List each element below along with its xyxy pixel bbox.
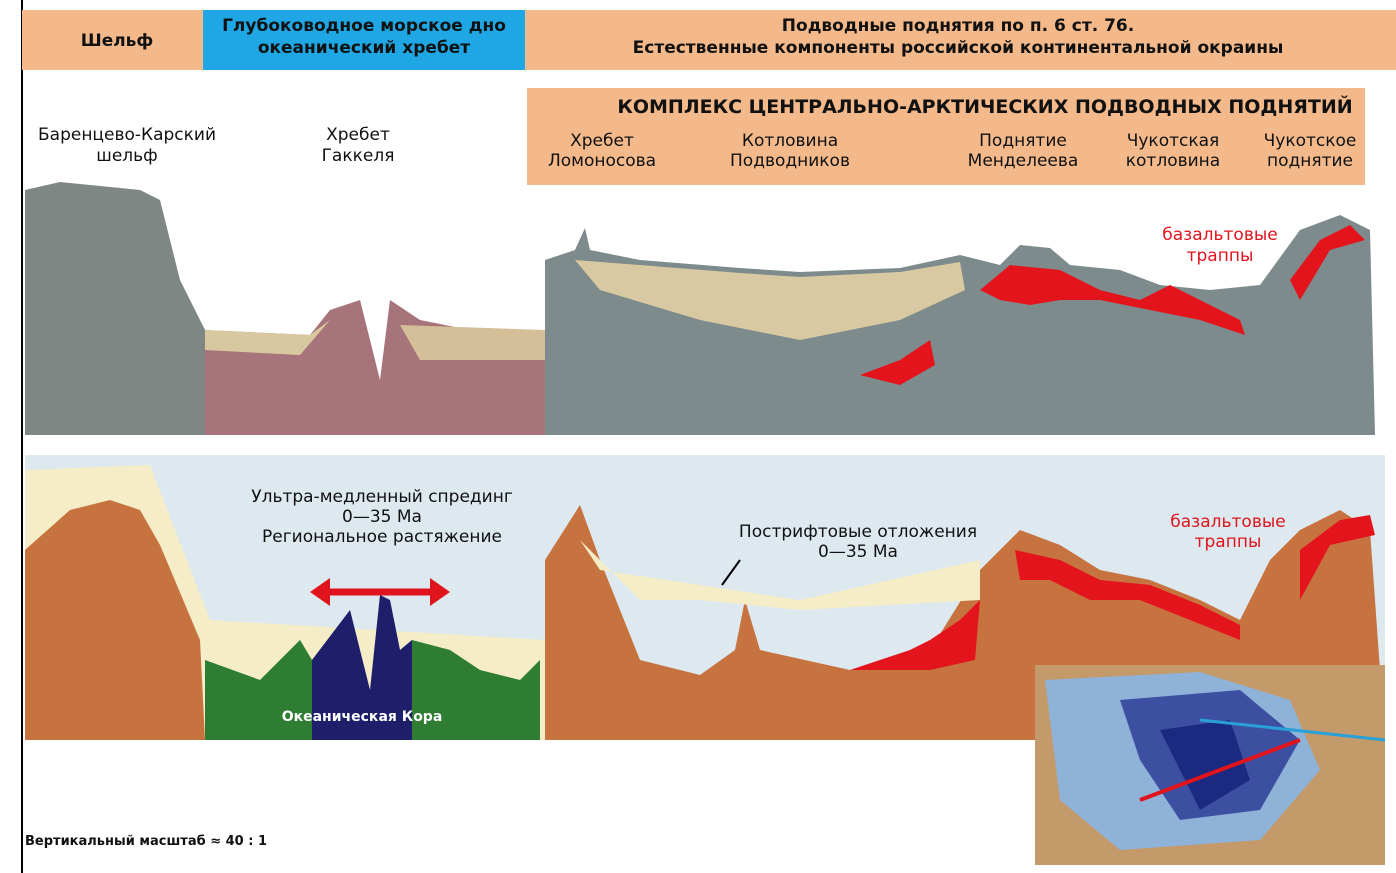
complex-title: КОМПЛЕКС ЦЕНТРАЛЬНО-АРКТИЧЕСКИХ ПОДВОДНЫ…	[617, 95, 1352, 118]
seismic-section	[25, 182, 1375, 435]
label-crust: Океаническая Кора	[282, 709, 443, 725]
header-shelf: Шельф	[81, 31, 154, 51]
scale-note: Вертикальный масштаб ≈ 40 : 1	[25, 834, 267, 849]
figure: Шельф Глубоководное морское дноокеаничес…	[0, 0, 1396, 873]
map-inset	[1035, 665, 1385, 865]
